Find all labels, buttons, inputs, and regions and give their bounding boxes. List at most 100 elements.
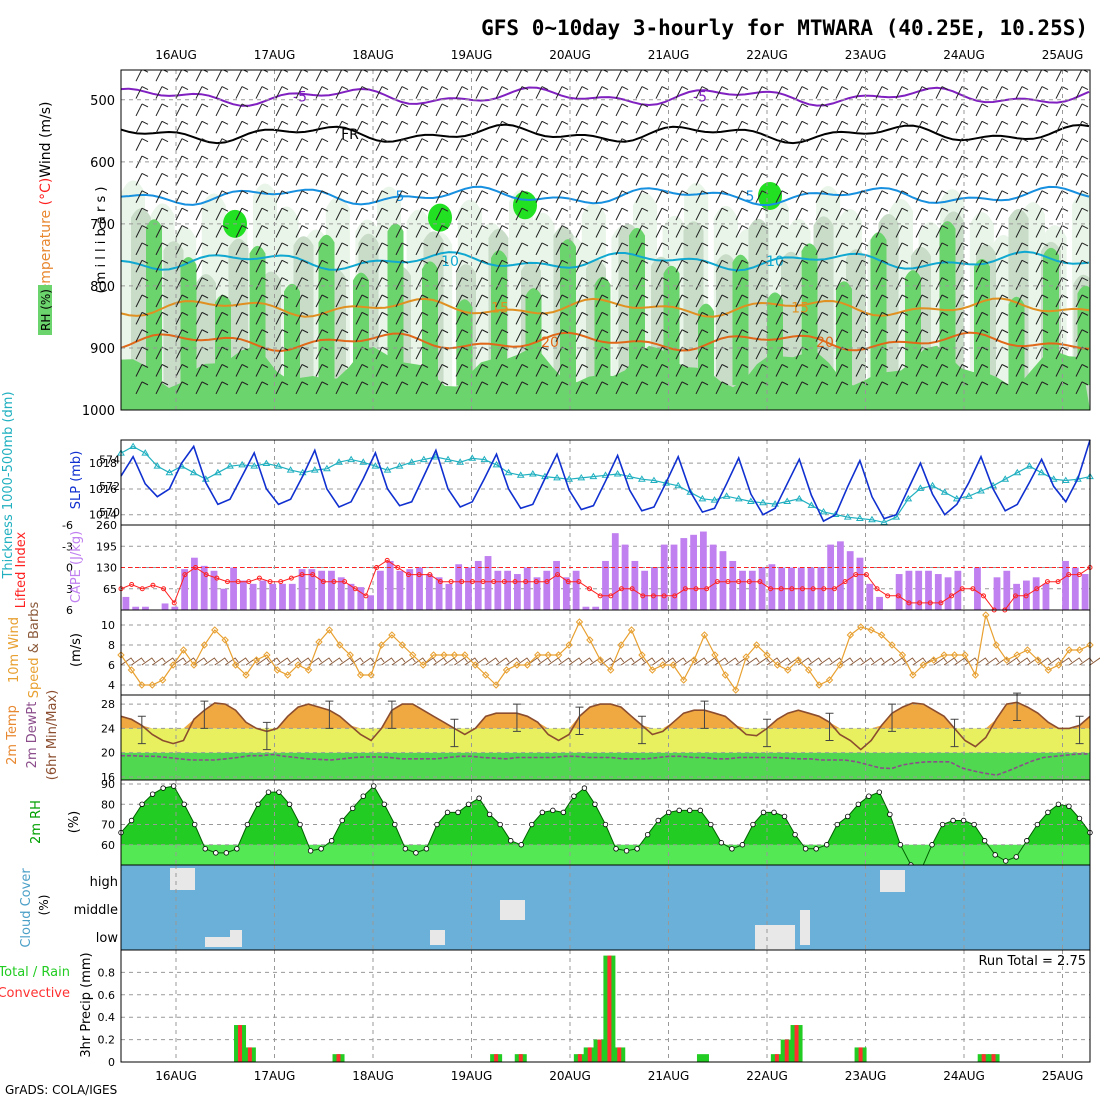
wind-barb [495,225,509,238]
wind-speed-marker [284,671,292,679]
rh-marker [181,801,187,807]
rh-marker [1076,815,1083,822]
thickness-marker [698,494,707,502]
thickness-marker [419,455,428,463]
wind-barb [195,364,209,377]
date-tick-top: 21AUG [648,48,690,62]
chart-title: GFS 0~10day 3-hourly for MTWARA (40.25E,… [481,16,1088,40]
wind-tick: 10 [101,619,115,632]
wind-barb [895,103,909,117]
rh-marker [128,817,135,824]
surface-wind-barb [131,657,145,666]
wind-barb [1035,225,1049,238]
wind-barb [455,138,469,151]
wind-barb [975,364,989,377]
li-marker [917,600,923,606]
wind-barb [915,86,929,99]
wind-barb [615,329,629,342]
precip-conv-bar [617,1047,622,1062]
wind-barb [735,138,749,151]
wind-barb [215,120,229,134]
li-marker [161,586,167,592]
li-marker [235,579,241,585]
wind-barb [735,259,749,273]
wind-speed-marker [721,671,730,679]
wind-barb [1015,103,1029,117]
wind-barb [155,311,169,325]
surface-wind-barb [672,657,687,666]
wind-barb [275,172,289,186]
rh-marker [550,807,556,814]
surface-wind-barb [808,657,823,666]
rh-marker [318,846,324,852]
rh-legend-swatch [38,285,52,335]
wind-barb [1015,277,1029,290]
wind-barb [955,311,969,325]
minmax-label: (6hr Min/Max) [45,690,60,780]
rh-marker [897,842,904,848]
surface-wind-barb [850,657,864,666]
wind-barb [135,346,149,360]
wind-barb [295,172,309,186]
wind-barb [635,242,649,256]
wind-speed-marker [409,651,417,659]
wind-speed-marker [794,656,802,664]
date-tick-top: 19AUG [451,48,493,62]
li-marker [725,579,731,585]
wind-barb [295,381,309,395]
wind-barb [335,346,349,360]
wind-barb [515,155,529,169]
wind-barb [935,172,949,186]
wind-barb [1075,103,1089,117]
thickness-marker [722,492,731,499]
wind-barb [255,277,269,290]
wind-barb [615,70,629,82]
cape-bar [298,569,306,610]
rh-marker [486,811,493,818]
wind-barb [535,207,549,221]
wind-barb [175,103,189,117]
cape-bar [328,570,335,610]
thickness-marker [456,458,465,465]
wind-speed-marker [804,666,813,674]
wind-barb [215,70,229,82]
wind-barb [475,311,489,325]
wind-barb [255,364,269,377]
wind-barb [755,242,769,256]
precip-total-bar [696,1054,709,1062]
thickness-marker [407,458,416,465]
rh-marker [170,783,177,789]
wind-barb [295,294,309,308]
wind-barb [435,329,449,342]
wind-barb [435,155,449,169]
wind-speed-marker [221,636,229,644]
thickness-marker [589,472,598,480]
li-marker [981,593,987,599]
thickness-marker [625,472,634,480]
wind-barb [955,103,969,117]
wind-barb [995,311,1009,325]
cloud-cell [755,925,795,950]
wind-barb [695,294,709,308]
rh-marker [929,842,935,848]
wind-barb [295,138,309,151]
wind-barb [335,311,349,325]
wind-barb [855,364,869,377]
wind-barb [235,364,249,377]
wind-barb [735,346,749,360]
date-tick-bottom: 18AUG [352,1069,394,1083]
li-marker [863,572,869,578]
wind-barb [215,103,229,117]
wind-barb [575,225,589,238]
rh-tick: 80 [101,798,115,811]
wind-barb [535,242,549,256]
wind-barb [755,120,769,134]
wind-barb [535,346,549,360]
wind-barb [835,329,849,342]
thickness-marker [444,455,452,463]
cape-bar [435,577,443,610]
wind-speed-marker [148,681,156,689]
date-tick-bottom: 24AUG [943,1069,985,1083]
wind-barb [595,381,609,395]
li-marker [853,572,859,578]
